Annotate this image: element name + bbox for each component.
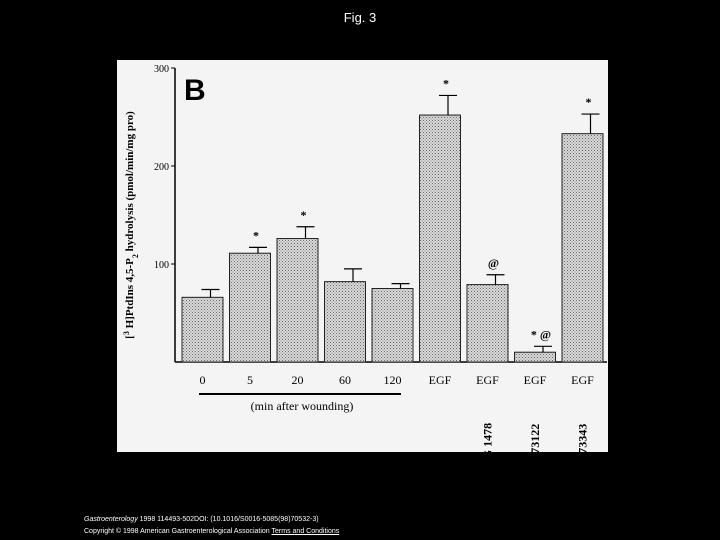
citation-text: 1998 114493-502DOI: (10.1016/S0016-5085(…	[137, 516, 319, 523]
y-tick-label: 200	[154, 162, 169, 173]
citation-line: Gastroenterology 1998 114493-502DOI: (10…	[84, 514, 714, 526]
group-label: (min after wounding)	[251, 399, 354, 413]
treatment-label: + U-73122	[528, 424, 542, 452]
significance-marker: @	[488, 256, 499, 270]
x-tick-label: 0	[200, 373, 206, 387]
citation-footer: Gastroenterology 1998 114493-502DOI: (10…	[84, 514, 714, 538]
bar	[229, 252, 271, 363]
x-tick-label: 120	[384, 373, 402, 387]
significance-marker: *	[586, 95, 592, 109]
x-tick-label: EGF	[571, 373, 594, 387]
x-tick-label: EGF	[524, 373, 547, 387]
x-tick-label: 20	[292, 373, 304, 387]
bar	[514, 351, 556, 363]
bar	[561, 133, 604, 363]
treatment-label: + AG 1478	[481, 423, 495, 452]
slide-title: Fig. 3	[343, 10, 377, 25]
terms-link[interactable]: Terms and Conditions	[271, 528, 340, 535]
figure-panel: 100 200 300 B [3 H]PtdIns 4,5-P2 hydrolysis …	[117, 60, 608, 452]
copyright-text: Copyright © 1998 American Gastroenterolo…	[84, 528, 272, 535]
treatment-label: + U-73343	[576, 424, 590, 452]
copyright-line: Copyright © 1998 American Gastroenterolo…	[84, 526, 714, 538]
bar	[419, 114, 461, 363]
panel-label: B	[184, 74, 206, 107]
y-tick-label: 100	[154, 260, 169, 271]
journal-name: Gastroenterology	[84, 516, 138, 523]
x-tick-label: EGF	[429, 373, 452, 387]
significance-marker: *	[443, 76, 449, 90]
bar	[276, 238, 319, 363]
x-tick-label: EGF	[476, 373, 499, 387]
x-tick-label: 60	[339, 373, 351, 387]
y-tick-label: 300	[154, 64, 169, 75]
significance-marker: *	[301, 208, 307, 222]
bar	[466, 284, 509, 363]
bar	[181, 296, 224, 363]
x-tick-label: 5	[247, 373, 253, 387]
bar	[324, 281, 366, 363]
bar	[371, 288, 414, 363]
significance-marker: * @	[531, 327, 551, 341]
significance-marker: *	[253, 228, 259, 242]
y-axis-label: [3 H]PtdIns 4,5-P2 hydrolysis (pmol/min/…	[122, 111, 140, 339]
